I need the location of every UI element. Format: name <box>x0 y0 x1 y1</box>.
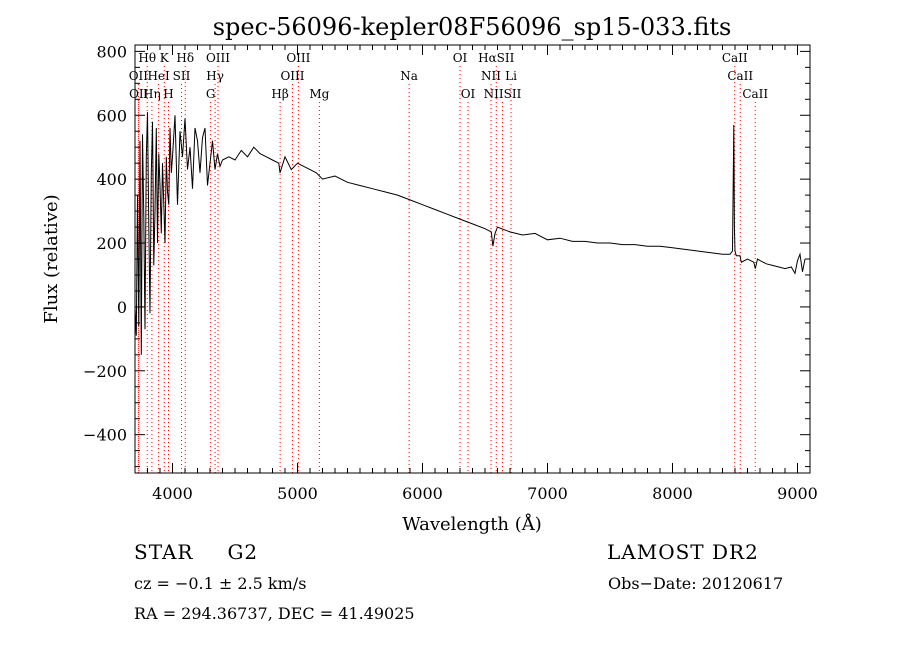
line-marker-label: CaII <box>727 69 753 83</box>
x-tick-label: 4000 <box>152 484 193 503</box>
object-subclass: G2 <box>227 540 259 564</box>
y-axis-ticks: −400 −200 0 200 400 600 800 <box>83 42 810 468</box>
y-tick-label: −400 <box>83 426 127 445</box>
line-marker-label: OIII <box>286 51 310 65</box>
spectrum-series-line <box>134 112 806 355</box>
y-tick-label: 400 <box>96 170 127 189</box>
line-marker-label: Li <box>505 69 517 83</box>
x-tick-label: 5000 <box>277 484 318 503</box>
y-tick-label: −200 <box>83 362 127 381</box>
line-marker-label: CaII <box>742 87 768 101</box>
x-tick-label: 8000 <box>652 484 693 503</box>
line-marker-label: NIISII <box>484 87 522 101</box>
y-tick-label: 800 <box>96 42 127 61</box>
observation-date: Obs−Date: 20120617 <box>608 574 784 593</box>
line-marker-label: G <box>206 87 216 101</box>
x-axis-label: Wavelength (Å) <box>402 513 542 535</box>
chart-title: spec-56096-kepler08F56096_sp15-033.fits <box>213 13 732 41</box>
y-tick-label: 0 <box>117 298 127 317</box>
plot-frame <box>134 44 811 474</box>
object-classification: STAR G2 <box>134 540 258 564</box>
x-tick-label: 6000 <box>402 484 443 503</box>
emission-line-markers <box>137 66 756 473</box>
line-marker-label: Hη <box>143 87 161 101</box>
line-marker-label: OI <box>461 87 476 101</box>
line-marker-label: OIII <box>280 69 304 83</box>
x-tick-label: 7000 <box>527 484 568 503</box>
line-marker-label: OII <box>129 87 149 101</box>
object-class: STAR <box>134 540 194 564</box>
line-marker-label: H <box>163 87 173 101</box>
line-marker-label: HαSII <box>478 51 515 65</box>
line-marker-label: Na <box>400 69 418 83</box>
line-marker-label: OIII <box>206 51 230 65</box>
line-marker-label: Mg <box>309 87 329 101</box>
line-marker-label: Hγ <box>206 69 224 83</box>
line-marker-label: NII <box>481 69 501 83</box>
line-marker-label: SII <box>173 69 191 83</box>
redshift-value: cz = −0.1 ± 2.5 km/s <box>134 574 307 593</box>
line-marker-label: OII <box>129 69 149 83</box>
x-tick-label: 9000 <box>777 484 818 503</box>
y-tick-label: 200 <box>96 234 127 253</box>
y-tick-label: 600 <box>96 106 127 125</box>
survey-release: LAMOST DR2 <box>607 540 759 564</box>
line-marker-label: Hδ <box>176 51 194 65</box>
line-marker-label: K <box>160 51 170 65</box>
sky-coordinates: RA = 294.36737, DEC = 41.49025 <box>134 604 415 623</box>
line-marker-label: CaII <box>722 51 748 65</box>
line-marker-label: HeI <box>147 69 170 83</box>
x-axis-ticks: 4000 5000 6000 7000 8000 9000 <box>134 45 818 503</box>
line-marker-label: Hθ <box>138 51 156 65</box>
line-marker-label: OI <box>453 51 468 65</box>
line-marker-label: Hβ <box>271 87 288 101</box>
y-axis-label: Flux (relative) <box>41 194 62 323</box>
